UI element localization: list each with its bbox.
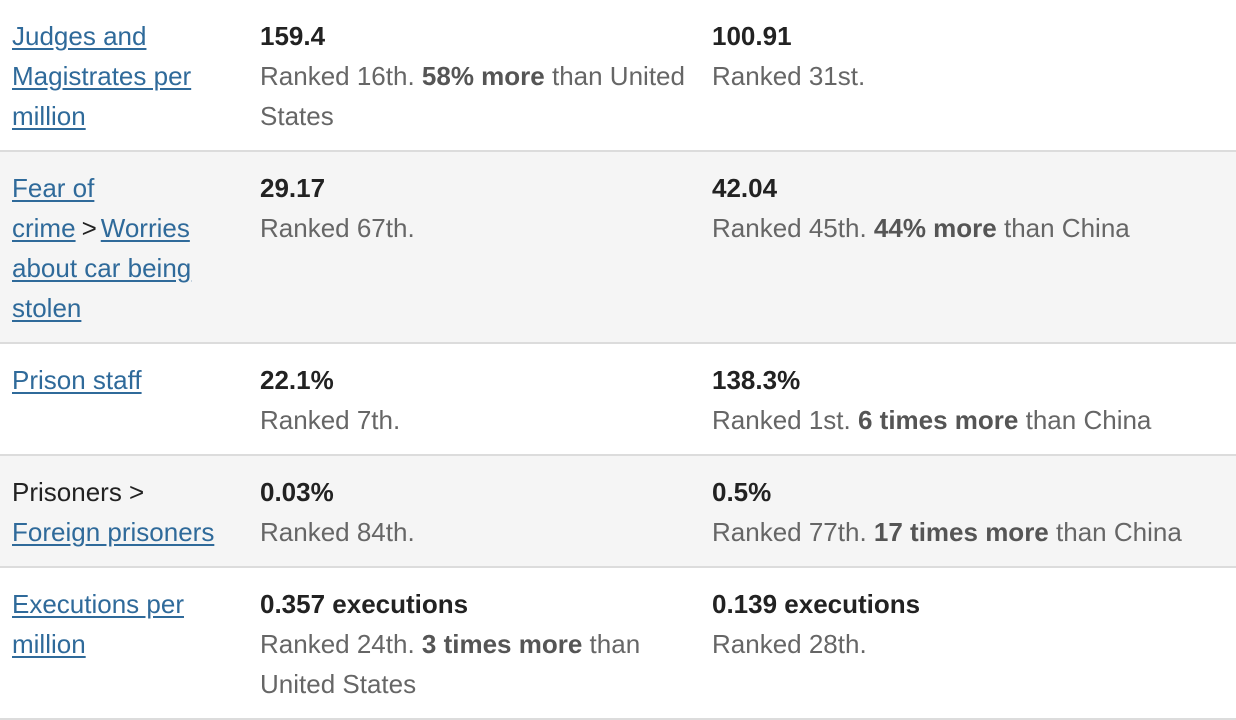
stat-link-judges[interactable]: Judges and Magistrates per million bbox=[12, 21, 192, 131]
stat-value: 42.04 bbox=[712, 173, 778, 203]
rank-text: Ranked 28th. bbox=[712, 629, 867, 659]
breadcrumb-separator: > bbox=[81, 213, 97, 243]
rank-text: Ranked 7th. bbox=[260, 405, 401, 435]
comparison-tail: than China bbox=[1056, 517, 1182, 547]
table-row: Executions per million 0.357 executions … bbox=[0, 568, 1236, 720]
comparison-amount: 44% more bbox=[873, 213, 997, 243]
rank-text: Ranked 31st. bbox=[712, 61, 866, 91]
comparison-tail: than United States bbox=[260, 61, 685, 131]
stat-value: 0.5% bbox=[712, 477, 772, 507]
stat-link-prison-staff[interactable]: Prison staff bbox=[12, 365, 142, 395]
stat-value: 0.139 executions bbox=[712, 589, 921, 619]
stat-link-fear-of-crime[interactable]: Fear of crime bbox=[12, 173, 95, 243]
rank-text: Ranked 77th. bbox=[712, 517, 867, 547]
stat-link-car-stolen[interactable]: Worries about car being stolen bbox=[12, 213, 192, 323]
rank-text: Ranked 45th. bbox=[712, 213, 867, 243]
row-label: Fear of crime > Worries about car being st… bbox=[0, 168, 260, 328]
country-b-cell: 0.5% Ranked 77th. 17 times more than Chi… bbox=[712, 472, 1236, 552]
country-a-cell: 0.357 executions Ranked 24th. 3 times mo… bbox=[260, 584, 712, 704]
comparison-tail: than China bbox=[1025, 405, 1152, 435]
category-label: Prisoners > bbox=[12, 477, 145, 507]
comparison-amount: 17 times more bbox=[873, 517, 1049, 547]
stat-value: 0.03% bbox=[260, 477, 334, 507]
row-label: Prison staff bbox=[0, 360, 260, 440]
country-b-cell: 100.91 Ranked 31st. bbox=[712, 16, 1236, 136]
country-b-cell: 42.04 Ranked 45th. 44% more than China bbox=[712, 168, 1236, 328]
row-label: Prisoners > Foreign prisoners bbox=[0, 472, 260, 552]
country-a-cell: 22.1% Ranked 7th. bbox=[260, 360, 712, 440]
table-row: Judges and Magistrates per million 159.4… bbox=[0, 0, 1236, 152]
rank-text: Ranked 84th. bbox=[260, 517, 415, 547]
stat-value: 29.17 bbox=[260, 173, 326, 203]
stat-link-foreign-prisoners[interactable]: Foreign prisoners bbox=[12, 517, 215, 547]
row-label: Judges and Magistrates per million bbox=[0, 16, 260, 136]
country-a-cell: 0.03% Ranked 84th. bbox=[260, 472, 712, 552]
country-b-cell: 0.139 executions Ranked 28th. bbox=[712, 584, 1236, 704]
rank-text: Ranked 67th. bbox=[260, 213, 415, 243]
stat-value: 22.1% bbox=[260, 365, 334, 395]
country-a-cell: 159.4 Ranked 16th. 58% more than United … bbox=[260, 16, 712, 136]
table-row: Prisoners > Foreign prisoners 0.03% Rank… bbox=[0, 456, 1236, 568]
table-row: Fear of crime > Worries about car being st… bbox=[0, 152, 1236, 344]
comparison-amount: 58% more bbox=[421, 61, 545, 91]
comparison-amount: 3 times more bbox=[421, 629, 583, 659]
table-row: Prison staff 22.1% Ranked 7th. 138.3% Ra… bbox=[0, 344, 1236, 456]
rank-text: Ranked 1st. bbox=[712, 405, 851, 435]
stat-value: 138.3% bbox=[712, 365, 801, 395]
stat-value: 159.4 bbox=[260, 21, 326, 51]
row-label: Executions per million bbox=[0, 584, 260, 704]
comparison-amount: 6 times more bbox=[857, 405, 1019, 435]
stat-value: 0.357 executions bbox=[260, 589, 469, 619]
rank-text: Ranked 24th. bbox=[260, 629, 415, 659]
rank-text: Ranked 16th. bbox=[260, 61, 415, 91]
stat-link-executions[interactable]: Executions per million bbox=[12, 589, 184, 659]
comparison-tail: than China bbox=[1003, 213, 1130, 243]
country-b-cell: 138.3% Ranked 1st. 6 times more than Chi… bbox=[712, 360, 1236, 440]
stat-value: 100.91 bbox=[712, 21, 792, 51]
country-a-cell: 29.17 Ranked 67th. bbox=[260, 168, 712, 328]
